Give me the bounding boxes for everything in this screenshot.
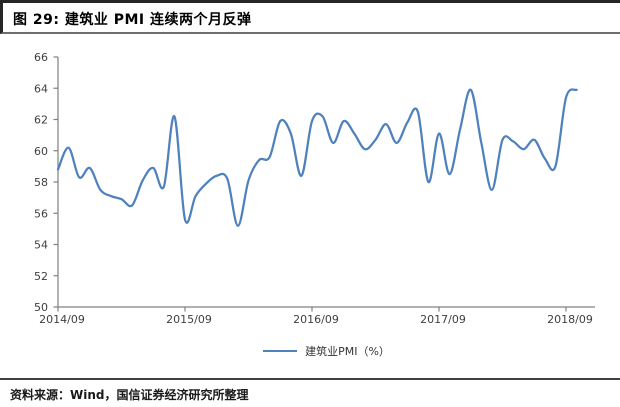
x-tick-labels: 2014/09 2015/09 2016/09 2017/09 2018/09 <box>39 313 593 326</box>
figure-title: 图 29: 建筑业 PMI 连续两个月反弹 <box>13 12 252 28</box>
svg-text:52: 52 <box>34 270 48 283</box>
chart-area: 50 52 54 56 58 60 62 64 66 2014/09 2015/09 2016/09 2… <box>0 34 620 344</box>
svg-text:62: 62 <box>34 114 48 127</box>
source-bar: 资料来源：Wind，国信证券经济研究所整理 <box>0 378 620 407</box>
svg-text:2018/09: 2018/09 <box>547 313 593 326</box>
svg-text:64: 64 <box>34 82 48 95</box>
source-text: 资料来源：Wind，国信证券经济研究所整理 <box>10 388 249 402</box>
svg-text:56: 56 <box>34 207 48 220</box>
chart-legend: 建筑业PMI（%） <box>58 342 595 360</box>
svg-text:2014/09: 2014/09 <box>39 313 85 326</box>
axes <box>53 56 595 312</box>
svg-text:2015/09: 2015/09 <box>166 313 212 326</box>
legend-line-sample <box>263 350 298 352</box>
svg-text:60: 60 <box>34 145 48 158</box>
y-tick-labels: 50 52 54 56 58 60 62 64 66 <box>34 51 48 314</box>
svg-text:50: 50 <box>34 301 48 314</box>
svg-text:2017/09: 2017/09 <box>420 313 466 326</box>
svg-text:58: 58 <box>34 176 48 189</box>
figure-title-bar: 图 29: 建筑业 PMI 连续两个月反弹 <box>0 0 620 34</box>
pmi-series-line <box>56 88 578 227</box>
svg-text:2016/09: 2016/09 <box>293 313 339 326</box>
legend-series-label: 建筑业PMI（%） <box>305 345 390 358</box>
svg-text:54: 54 <box>34 239 48 252</box>
svg-text:66: 66 <box>34 51 48 64</box>
